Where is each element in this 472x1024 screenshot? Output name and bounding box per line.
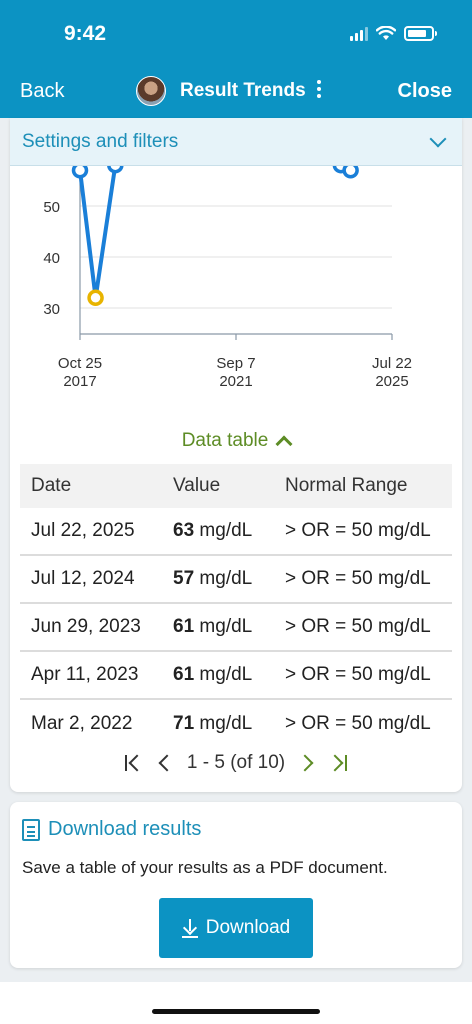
table-row: Jul 12, 2024 57 mg/dL > OR = 50 mg/dL <box>20 556 452 604</box>
download-button-label: Download <box>205 917 291 938</box>
data-table-toggle[interactable]: Data table <box>10 430 462 453</box>
avatar[interactable] <box>136 76 166 106</box>
header-range: Normal Range <box>285 475 408 496</box>
value-unit: mg/dL <box>199 664 253 685</box>
data-point <box>342 166 359 179</box>
download-description: Save a table of your results as a PDF do… <box>22 858 388 877</box>
wifi-icon <box>376 26 396 40</box>
value-number: 71 <box>173 713 195 734</box>
row-date: Apr 11, 2023 <box>31 664 139 685</box>
value-number: 61 <box>173 664 195 685</box>
data-point <box>71 166 89 179</box>
document-icon <box>22 818 40 841</box>
results-table: Date Value Normal Range Jul 22, 2025 63 … <box>20 464 452 748</box>
settings-label: Settings and filters <box>22 130 179 152</box>
chevron-up-icon <box>275 435 293 453</box>
more-options-icon[interactable] <box>312 80 326 102</box>
y-tick-label: 50 <box>43 199 60 216</box>
value-number: 61 <box>173 616 195 637</box>
download-icon <box>181 918 198 938</box>
row-date: Jul 12, 2024 <box>31 568 135 589</box>
bottom-safe-area <box>0 982 472 1024</box>
row-value: 57 mg/dL <box>162 568 274 590</box>
first-page-icon[interactable] <box>123 753 143 773</box>
x-tick-label: Oct 25 <box>58 355 102 372</box>
row-value: 61 mg/dL <box>162 664 274 686</box>
header-value: Value <box>173 475 221 496</box>
page-title: Result Trends <box>180 80 306 101</box>
value-unit: mg/dL <box>199 616 253 637</box>
value-unit: mg/dL <box>199 713 253 734</box>
data-table-label: Data table <box>181 430 269 451</box>
row-range: > OR = 50 mg/dL <box>285 520 431 541</box>
x-tick-label: 2021 <box>219 373 252 390</box>
home-indicator[interactable] <box>152 1009 320 1014</box>
data-point <box>107 166 124 174</box>
last-page-icon[interactable] <box>329 753 349 773</box>
x-tick-label: 2017 <box>63 373 96 390</box>
x-tick-label: 2025 <box>375 373 408 390</box>
previous-page-icon[interactable] <box>155 753 175 773</box>
download-header[interactable]: Download results <box>22 818 201 841</box>
value-unit: mg/dL <box>199 568 253 589</box>
chevron-down-icon <box>429 130 447 147</box>
row-value: 71 mg/dL <box>162 713 274 735</box>
pager-status: 1 - 5 (of 10) <box>186 752 286 773</box>
row-range: > OR = 50 mg/dL <box>285 568 431 589</box>
row-range: > OR = 50 mg/dL <box>285 664 431 685</box>
table-row: Mar 2, 2022 71 mg/dL > OR = 50 mg/dL <box>20 700 452 748</box>
row-date: Jun 29, 2023 <box>31 616 141 637</box>
close-button[interactable]: Close <box>397 80 452 102</box>
back-button[interactable]: Back <box>20 80 65 102</box>
battery-icon <box>404 26 437 41</box>
next-page-icon[interactable] <box>297 753 317 773</box>
value-unit: mg/dL <box>199 520 253 541</box>
y-tick-label: 40 <box>43 250 60 267</box>
settings-filters-toggle[interactable]: Settings and filters <box>10 118 462 166</box>
signal-icon <box>350 26 368 41</box>
header-date: Date <box>31 475 72 496</box>
table-row: Jul 22, 2025 63 mg/dL > OR = 50 mg/dL <box>20 508 452 556</box>
row-date: Mar 2, 2022 <box>31 713 133 734</box>
x-tick-label: Jul 22 <box>372 355 412 372</box>
top-bar: 9:42 Back Result Trends Close <box>0 0 472 118</box>
row-range: > OR = 50 mg/dL <box>285 713 431 734</box>
status-icons <box>350 26 437 41</box>
status-time: 9:42 <box>64 22 107 45</box>
download-card: Download results Save a table of your re… <box>10 802 462 968</box>
row-value: 61 mg/dL <box>162 616 274 638</box>
y-tick-label: 30 <box>43 301 60 318</box>
table-pager: 1 - 5 (of 10) <box>10 752 462 774</box>
table-row: Jun 29, 2023 61 mg/dL > OR = 50 mg/dL <box>20 604 452 652</box>
trend-chart: 30 40 50 Oct 25 2017 Sep 7 2021 Jul 22 2025 <box>10 166 462 406</box>
table-row: Apr 11, 2023 61 mg/dL > OR = 50 mg/dL <box>20 652 452 700</box>
download-title[interactable]: Download results <box>48 818 202 840</box>
value-number: 63 <box>173 520 195 541</box>
row-range: > OR = 50 mg/dL <box>285 616 431 637</box>
row-date: Jul 22, 2025 <box>31 520 135 541</box>
row-value: 63 mg/dL <box>162 520 274 542</box>
download-button[interactable]: Download <box>159 898 313 958</box>
series-line <box>78 166 352 300</box>
abnormal-data-point <box>87 289 104 307</box>
x-tick-label: Sep 7 <box>216 355 255 372</box>
table-header: Date Value Normal Range <box>20 464 452 508</box>
value-number: 57 <box>173 568 195 589</box>
trends-card: 30 40 50 Oct 25 2017 Sep 7 2021 Jul 22 2025 Sett… <box>10 118 462 792</box>
